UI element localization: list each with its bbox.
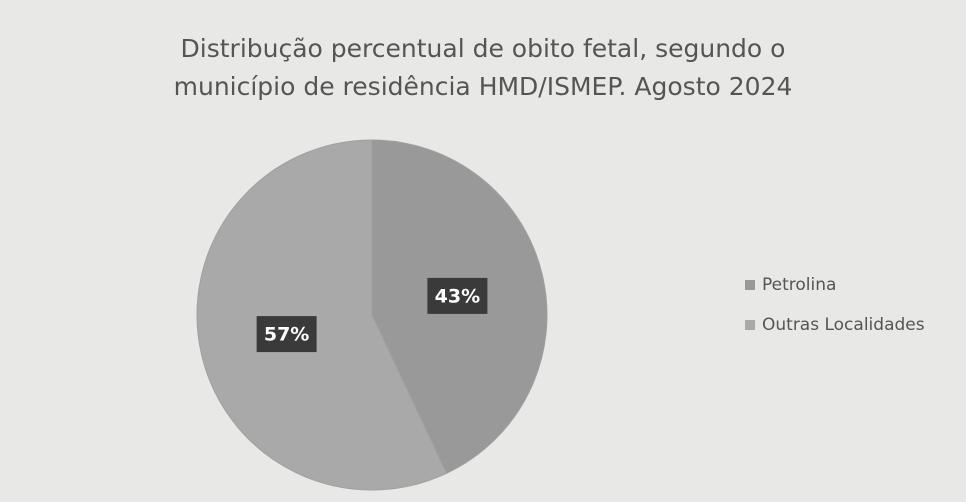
chart-title: Distribução percentual de obito fetal, s… <box>173 34 793 101</box>
label-box <box>427 277 488 314</box>
label-box <box>256 316 317 353</box>
data-label: 57% <box>264 324 309 346</box>
legend-label: Outras Localidades <box>762 315 925 335</box>
legend-swatch <box>745 280 755 290</box>
data-label: 43% <box>435 285 480 307</box>
pie-slice <box>196 139 448 491</box>
legend-label: Petrolina <box>762 275 836 295</box>
legend-swatch <box>745 320 755 330</box>
